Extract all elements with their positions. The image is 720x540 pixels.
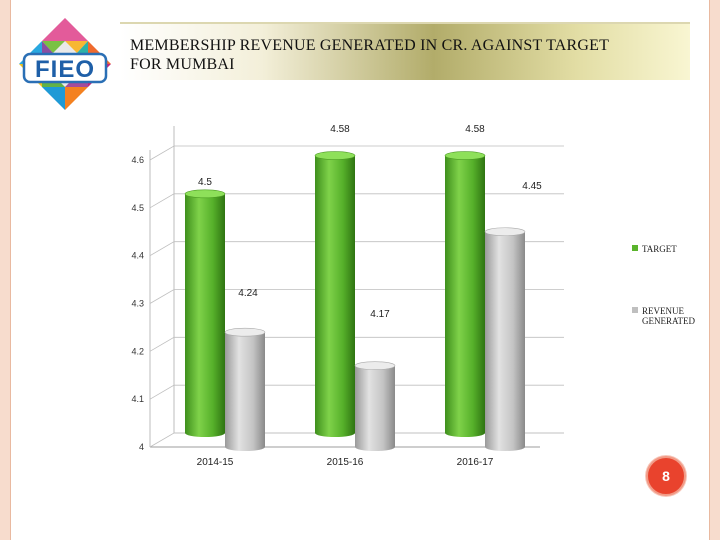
data-labels: 4.5 4.58 4.58 4.24 4.17 4.45 xyxy=(198,124,542,320)
target-data-label: 4.5 xyxy=(198,177,212,188)
gridline xyxy=(149,336,564,352)
legend-swatch-target xyxy=(632,245,638,251)
legend-swatch-revenue xyxy=(632,307,638,313)
legend-label-target: TARGET xyxy=(642,244,677,254)
revenue-bar xyxy=(484,227,526,451)
revenue-data-label: 4.45 xyxy=(522,181,542,192)
page-number: 8 xyxy=(662,468,670,484)
right-border-line xyxy=(709,0,710,540)
revenue-data-label: 4.17 xyxy=(370,309,390,320)
fieo-logo: FIEO xyxy=(19,18,111,110)
target-data-label: 4.58 xyxy=(330,124,350,135)
y-tick-label: 4.3 xyxy=(131,299,144,309)
gridline xyxy=(149,432,564,448)
y-axis: 4 4.1 4.2 4.3 4.4 4.5 4.6 2014-15 2015-16 2016-17 xyxy=(131,155,493,468)
gridline xyxy=(149,384,564,400)
gridline xyxy=(149,145,564,161)
revenue-data-label: 4.24 xyxy=(238,288,258,299)
x-tick-label: 2016-17 xyxy=(457,457,494,468)
revenue-bar xyxy=(354,361,396,451)
gridline xyxy=(149,289,564,304)
y-tick-label: 4.2 xyxy=(131,346,144,356)
slide-title: MEMBERSHIP REVENUE GENERATED IN CR. AGAI… xyxy=(130,36,690,74)
y-tick-label: 4.4 xyxy=(131,251,144,261)
title-banner xyxy=(120,22,690,80)
left-border-decoration xyxy=(0,0,10,540)
x-tick-label: 2015-16 xyxy=(327,457,364,468)
target-bar xyxy=(444,151,486,437)
gridline xyxy=(149,193,564,209)
page-number-badge: 8 xyxy=(646,456,686,496)
title-line-2: FOR MUMBAI xyxy=(130,56,235,73)
legend: TARGET REVENUE GENERATED xyxy=(632,244,695,326)
legend-label-revenue: REVENUE GENERATED xyxy=(642,306,695,326)
logo-text: FIEO xyxy=(35,56,95,83)
y-tick-label: 4.5 xyxy=(131,203,144,213)
left-border-line xyxy=(10,0,11,540)
x-tick-label: 2014-15 xyxy=(197,457,234,468)
right-border-decoration xyxy=(710,0,720,540)
target-data-label: 4.58 xyxy=(465,124,485,135)
revenue-bar xyxy=(224,327,266,451)
title-line-1: MEMBERSHIP REVENUE GENERATED IN CR. AGAI… xyxy=(130,37,610,54)
y-tick-label: 4.6 xyxy=(131,155,144,165)
y-tick-label: 4 xyxy=(139,442,144,452)
y-tick-label: 4.1 xyxy=(131,394,144,404)
target-bar xyxy=(184,189,226,437)
target-bar xyxy=(314,151,356,437)
gridline xyxy=(149,241,564,257)
bars xyxy=(184,151,526,451)
